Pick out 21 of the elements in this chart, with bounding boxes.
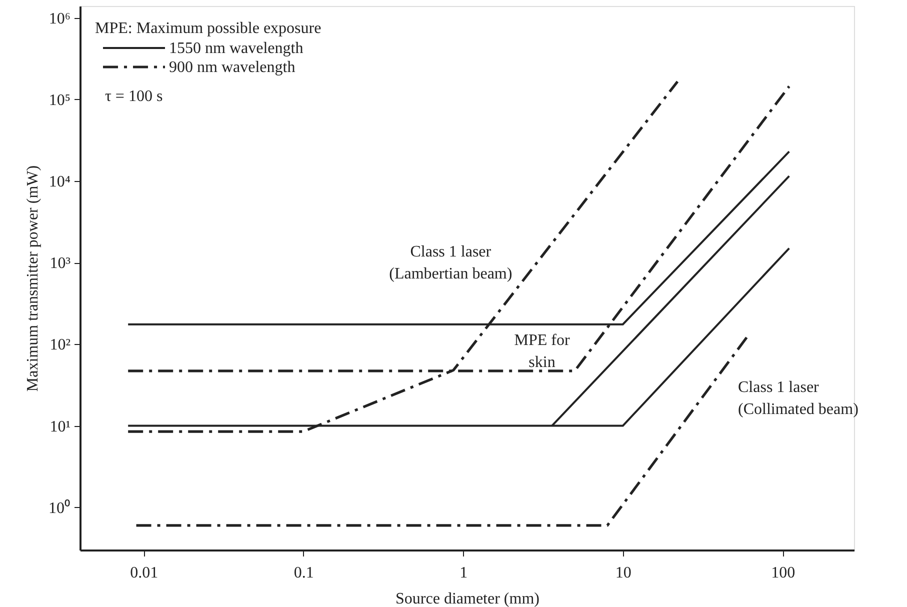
y-tick-label: 10⁵ [48,92,70,109]
x-tick-label: 0.1 [294,564,314,582]
annotation: Class 1 laser (Collimated beam) [738,379,858,418]
y-tick-label: 10⁰ [48,498,70,517]
x-axis-title: Source diameter (mm) [396,590,540,607]
legend-label: 900 nm wavelength [169,59,296,76]
annotation: Class 1 laser (Lambertian beam) [389,243,512,282]
y-tick-label: 10² [50,336,71,354]
x-tick-label: 10 [615,564,632,582]
y-tick-label: 10⁶ [48,10,70,28]
y-tick-label: 10⁴ [48,174,71,191]
x-tick-label: 1 [460,564,468,582]
legend-title: MPE: Maximum possible exposure [95,20,322,37]
legend-label: 1550 nm wavelength [169,40,304,57]
annotation: τ = 100 s [105,88,163,105]
annotation: MPE for skin [514,332,570,371]
x-tick-label: 100 [771,564,796,582]
y-axis-title: Maximum transmitter power (mW) [24,165,42,392]
y-tick-label: 10¹ [50,418,71,436]
x-tick-label: 0.01 [130,564,158,582]
y-tick-label: 10³ [50,255,71,272]
